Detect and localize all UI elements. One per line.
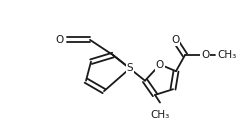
Text: O: O <box>56 35 64 45</box>
Text: CH₃: CH₃ <box>218 50 236 60</box>
Text: O: O <box>156 60 164 70</box>
Text: S: S <box>127 63 133 73</box>
Text: CH₃: CH₃ <box>150 110 170 120</box>
Text: O: O <box>171 35 179 45</box>
Text: O: O <box>201 50 209 60</box>
